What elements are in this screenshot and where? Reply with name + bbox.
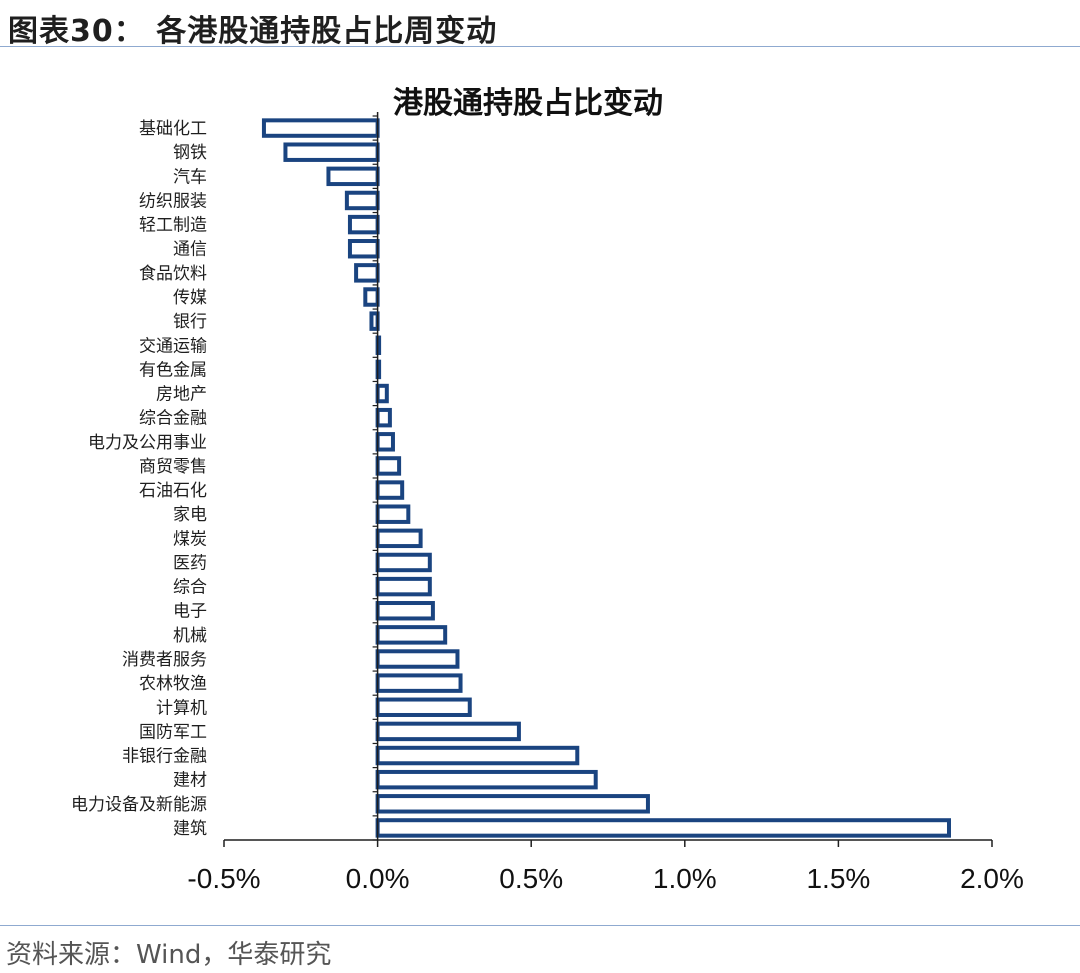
y-axis xyxy=(372,112,379,841)
bar xyxy=(375,504,411,524)
bar xyxy=(375,673,463,693)
category-label: 有色金属 xyxy=(139,360,207,380)
bar xyxy=(347,214,380,235)
bar xyxy=(375,601,435,621)
category-label: 房地产 xyxy=(156,385,207,405)
x-tick-label: 0.0% xyxy=(346,863,410,894)
source-note: 资料来源：Wind，华泰研究 xyxy=(6,940,332,970)
category-label: 汽车 xyxy=(173,167,207,187)
bar xyxy=(375,794,650,814)
bar xyxy=(375,456,402,476)
category-label: 建筑 xyxy=(173,819,207,839)
bar xyxy=(369,311,380,331)
chart-title: 港股通持股占比变动 xyxy=(393,86,663,121)
category-label: 农林牧渔 xyxy=(139,674,207,694)
category-label: 钢铁 xyxy=(173,143,207,163)
category-label: 轻工制造 xyxy=(139,216,207,236)
bar xyxy=(375,818,951,838)
bar xyxy=(375,432,395,452)
bar-chart: 港股通持股占比变动 基础化工钢铁汽车纺织服装轻工制造通信食品饮料传媒银行交通运输… xyxy=(71,86,1024,894)
x-axis: -0.5% 0.0% 0.5% 1.0% 1.5% 2.0% xyxy=(187,839,1024,894)
bar xyxy=(375,552,432,573)
category-label: 消费者服务 xyxy=(122,650,207,670)
x-tick-label: 1.0% xyxy=(653,863,717,894)
bar xyxy=(375,528,423,549)
figure-title: 图表30： 各港股通持股占比周变动 xyxy=(8,14,498,49)
category-label: 电力设备及新能源 xyxy=(71,795,207,815)
bar xyxy=(375,697,472,717)
category-label: 食品饮料 xyxy=(139,264,207,284)
bar xyxy=(347,239,380,259)
footer-divider xyxy=(0,925,1080,926)
category-label: 机械 xyxy=(173,626,207,646)
bar xyxy=(375,407,392,428)
bar xyxy=(261,118,380,138)
category-label: 交通运输 xyxy=(139,336,207,356)
category-label: 石油石化 xyxy=(139,481,207,501)
category-label: 电力及公用事业 xyxy=(88,433,207,453)
category-label: 通信 xyxy=(173,240,207,260)
x-tick-label: 0.5% xyxy=(499,863,563,894)
category-label: 煤炭 xyxy=(173,529,207,549)
bar xyxy=(375,769,598,790)
category-label: 基础化工 xyxy=(139,119,207,139)
category-label: 国防军工 xyxy=(139,722,207,742)
category-label: 非银行金融 xyxy=(122,747,207,767)
category-labels: 基础化工钢铁汽车纺织服装轻工制造通信食品饮料传媒银行交通运输有色金属房地产综合金… xyxy=(71,119,207,839)
category-label: 银行 xyxy=(173,312,207,332)
category-label: 电子 xyxy=(173,602,207,622)
category-label: 商贸零售 xyxy=(139,457,207,477)
category-label: 综合 xyxy=(173,578,207,598)
bar xyxy=(354,263,380,283)
bar xyxy=(375,649,460,669)
bar xyxy=(375,576,432,597)
bar xyxy=(375,745,580,766)
bar xyxy=(363,287,380,307)
x-tick-label: 1.5% xyxy=(806,863,870,894)
bar xyxy=(375,383,389,404)
x-tick-label: -0.5% xyxy=(187,863,260,894)
category-label: 综合金融 xyxy=(139,409,207,429)
header-divider xyxy=(0,46,1080,47)
x-tick-label: 2.0% xyxy=(960,863,1024,894)
bar xyxy=(283,142,380,162)
category-label: 传媒 xyxy=(173,288,207,308)
bar xyxy=(375,480,405,500)
category-label: 医药 xyxy=(173,553,207,573)
bar xyxy=(375,625,448,645)
bar xyxy=(344,190,380,211)
category-label: 计算机 xyxy=(156,698,207,718)
bar xyxy=(375,721,521,742)
category-label: 纺织服装 xyxy=(139,191,207,211)
category-label: 建材 xyxy=(173,771,207,791)
bar xyxy=(326,166,380,187)
category-label: 家电 xyxy=(173,505,207,525)
bars-group xyxy=(261,118,951,838)
